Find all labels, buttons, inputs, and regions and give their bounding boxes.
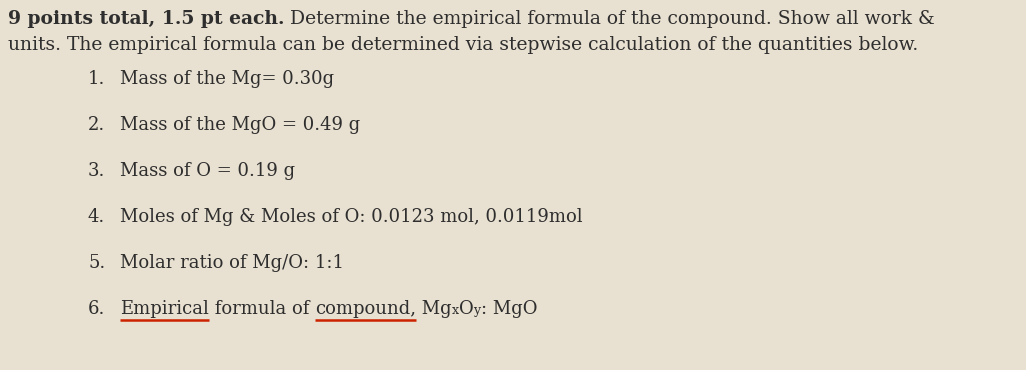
- Text: Molar ratio of Mg/O: 1:1: Molar ratio of Mg/O: 1:1: [120, 254, 344, 272]
- Text: O: O: [459, 300, 474, 318]
- Text: x: x: [451, 304, 459, 317]
- Text: 9 points total, 1.5 pt each.: 9 points total, 1.5 pt each.: [8, 10, 284, 28]
- Text: units. The empirical formula can be determined via stepwise calculation of the q: units. The empirical formula can be dete…: [8, 36, 918, 54]
- Text: 4.: 4.: [88, 208, 106, 226]
- Text: Moles of Mg & Moles of O: 0.0123 mol, 0.0119mol: Moles of Mg & Moles of O: 0.0123 mol, 0.…: [120, 208, 583, 226]
- Text: formula of: formula of: [209, 300, 315, 318]
- Text: 3.: 3.: [88, 162, 106, 180]
- Text: compound,: compound,: [315, 300, 416, 318]
- Text: Mg: Mg: [416, 300, 451, 318]
- Text: Determine the empirical formula of the compound. Show all work &: Determine the empirical formula of the c…: [284, 10, 936, 28]
- Text: 2.: 2.: [88, 116, 106, 134]
- Text: y: y: [474, 304, 480, 317]
- Text: 1.: 1.: [88, 70, 106, 88]
- Text: Empirical: Empirical: [120, 300, 209, 318]
- Text: Mass of O = 0.19 g: Mass of O = 0.19 g: [120, 162, 295, 180]
- Text: 6.: 6.: [88, 300, 106, 318]
- Text: : MgO: : MgO: [480, 300, 538, 318]
- Text: 5.: 5.: [88, 254, 106, 272]
- Text: Mass of the Mg= 0.30g: Mass of the Mg= 0.30g: [120, 70, 334, 88]
- Text: Mass of the MgO = 0.49 g: Mass of the MgO = 0.49 g: [120, 116, 360, 134]
